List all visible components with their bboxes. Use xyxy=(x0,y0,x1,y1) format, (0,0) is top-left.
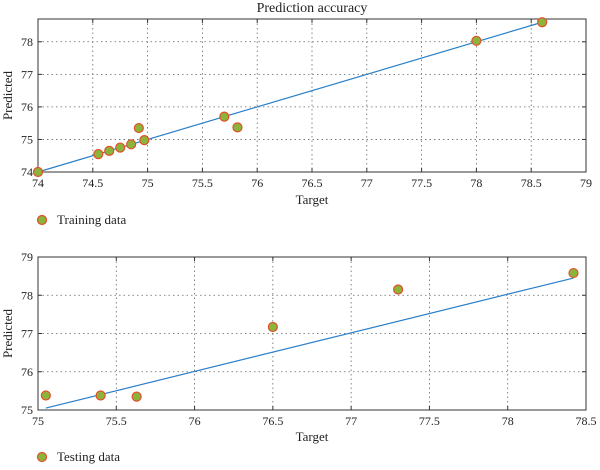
legend-label: Testing data xyxy=(57,449,120,464)
data-point xyxy=(267,321,278,333)
y-axis-label: Predicted xyxy=(0,70,15,120)
x-tick-label: 76.5 xyxy=(302,176,323,190)
x-tick-label: 79 xyxy=(580,176,592,190)
y-tick-label: 76 xyxy=(21,365,33,379)
data-point xyxy=(115,142,126,153)
x-tick-label: 77 xyxy=(361,176,373,190)
chart-title: Prediction accuracy xyxy=(257,1,368,16)
y-tick-label: 75 xyxy=(21,132,33,146)
chart-1: 74 74.5 75 75.5 76 76.5 77 77.5 78 78.5 79 74 75 76 77… xyxy=(0,1,592,227)
y-tick-label: 74 xyxy=(21,165,33,179)
data-point xyxy=(232,122,243,133)
x-tick-label: 76 xyxy=(189,414,201,428)
data-point xyxy=(104,145,115,156)
data-point xyxy=(568,267,579,279)
data-point xyxy=(95,390,106,401)
y-tick-label: 78 xyxy=(21,288,33,302)
x-tick-label: 78 xyxy=(502,414,514,428)
legend-marker xyxy=(36,214,48,226)
data-point xyxy=(393,284,404,295)
x-tick-label: 78.5 xyxy=(521,176,542,190)
data-point xyxy=(93,148,104,160)
x-tick-label: 74 xyxy=(32,176,44,190)
x-tick-label: 76 xyxy=(251,176,263,190)
chart-2: 75 75.5 76 76.5 77 77.5 78 78.5 75 76 77 78 79 Target… xyxy=(0,250,597,464)
x-tick-label: 77.5 xyxy=(419,414,440,428)
y-tick-label: 78 xyxy=(21,35,33,49)
x-tick-label: 75 xyxy=(32,414,44,428)
data-point xyxy=(471,35,482,46)
data-point xyxy=(131,391,142,402)
fit-line xyxy=(45,277,574,409)
data-point xyxy=(40,390,51,401)
y-tick-label: 76 xyxy=(21,100,33,114)
y-tick-label: 79 xyxy=(21,250,33,264)
x-tick-label: 78 xyxy=(470,176,482,190)
legend-label: Training data xyxy=(57,212,126,227)
x-tick-label: 76.5 xyxy=(262,414,283,428)
data-point xyxy=(133,122,144,134)
x-tick-label: 75 xyxy=(142,176,154,190)
y-tick-label: 75 xyxy=(21,403,33,417)
x-tick-label: 75.5 xyxy=(192,176,213,190)
y-axis-label: Predicted xyxy=(0,308,15,358)
y-tick-label: 77 xyxy=(21,327,33,341)
x-axis-label: Target xyxy=(296,429,329,444)
data-point xyxy=(219,111,230,122)
data-point xyxy=(537,17,548,28)
data-point xyxy=(126,139,137,150)
data-point xyxy=(139,134,150,146)
legend-marker xyxy=(36,451,48,463)
x-tick-label: 77.5 xyxy=(411,176,432,190)
x-tick-label: 75.5 xyxy=(106,414,127,428)
x-axis-label: Target xyxy=(296,192,329,207)
x-tick-label: 74.5 xyxy=(82,176,103,190)
x-tick-label: 78.5 xyxy=(576,414,597,428)
data-point xyxy=(32,166,44,178)
x-tick-label: 77 xyxy=(345,414,357,428)
y-tick-label: 77 xyxy=(21,67,33,81)
